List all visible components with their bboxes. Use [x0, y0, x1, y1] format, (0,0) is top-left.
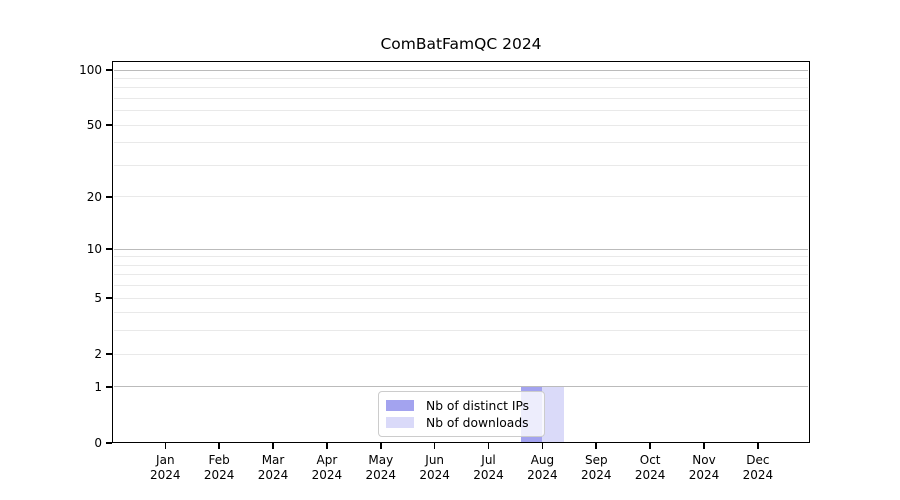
y-tick-label: 2: [94, 347, 102, 362]
legend-label: Nb of downloads: [426, 415, 529, 430]
gridline: [114, 330, 808, 332]
x-tick-label: Feb 2024: [203, 453, 235, 482]
legend: Nb of distinct IPs Nb of downloads: [378, 391, 545, 437]
gridline: [114, 110, 808, 112]
y-tick-mark: [106, 196, 112, 198]
y-tick-mark: [106, 124, 112, 127]
y-tick-label: 1: [94, 379, 102, 394]
x-tick-mark: [433, 443, 436, 449]
x-tick-label: Jun 2024: [419, 453, 450, 482]
y-tick-mark: [106, 297, 112, 299]
x-tick-label: Jul 2024: [473, 453, 504, 482]
x-tick-label: Oct 2024: [634, 453, 666, 482]
y-tick-label: 0: [94, 436, 102, 450]
gridline: [114, 69, 808, 71]
chart-title: ComBatFamQC 2024: [380, 35, 542, 53]
gridline: [114, 196, 808, 198]
legend-swatch-icon: [386, 417, 414, 428]
gridline: [114, 97, 808, 99]
gridline: [114, 142, 808, 144]
x-tick-label: Mar 2024: [257, 453, 289, 482]
gridline: [114, 248, 808, 250]
gridline: [114, 353, 808, 355]
y-tick-label: 20: [86, 189, 102, 204]
gridline: [114, 386, 808, 388]
x-tick-mark: [326, 443, 328, 449]
x-tick-label: Sep 2024: [581, 453, 612, 482]
legend-label: Nb of distinct IPs: [426, 398, 530, 413]
bar-nb-of-downloads: [542, 386, 564, 442]
y-tick-mark: [106, 353, 112, 355]
x-tick-mark: [703, 443, 705, 449]
x-tick-label: Apr 2024: [311, 453, 343, 482]
y-tick-label: 5: [94, 291, 102, 306]
legend-entry: Nb of downloads: [386, 414, 537, 431]
x-tick-mark: [649, 443, 651, 449]
gridline: [114, 264, 808, 266]
gridline: [114, 285, 808, 287]
gridline: [114, 312, 808, 314]
legend-swatch-icon: [386, 400, 414, 411]
x-tick-mark: [218, 443, 220, 449]
x-tick-mark: [541, 443, 544, 449]
x-tick-label: Jan 2024: [150, 453, 181, 482]
gridline: [114, 87, 808, 89]
x-tick-mark: [487, 443, 490, 449]
x-tick-label: Aug 2024: [527, 453, 558, 482]
legend-entry: Nb of distinct IPs: [386, 397, 537, 414]
x-tick-label: May 2024: [365, 453, 397, 482]
x-tick-mark: [595, 443, 598, 449]
x-tick-mark: [757, 443, 759, 449]
gridline: [114, 256, 808, 258]
x-tick-mark: [379, 443, 382, 449]
x-tick-mark: [272, 443, 274, 449]
x-tick-mark: [164, 443, 167, 449]
gridline: [114, 164, 808, 166]
x-tick-label: Nov 2024: [688, 453, 720, 482]
y-tick-label: 50: [86, 118, 102, 133]
x-tick-label: Dec 2024: [742, 453, 774, 482]
gridline: [114, 124, 808, 126]
y-tick-mark: [106, 386, 112, 388]
gridline: [114, 297, 808, 299]
y-tick-label: 10: [86, 242, 102, 257]
gridline: [114, 274, 808, 276]
y-tick-label: 100: [79, 63, 102, 77]
y-tick-mark: [106, 248, 112, 250]
y-tick-mark: [106, 69, 112, 71]
y-tick-mark: [106, 442, 112, 444]
gridline: [114, 77, 808, 79]
